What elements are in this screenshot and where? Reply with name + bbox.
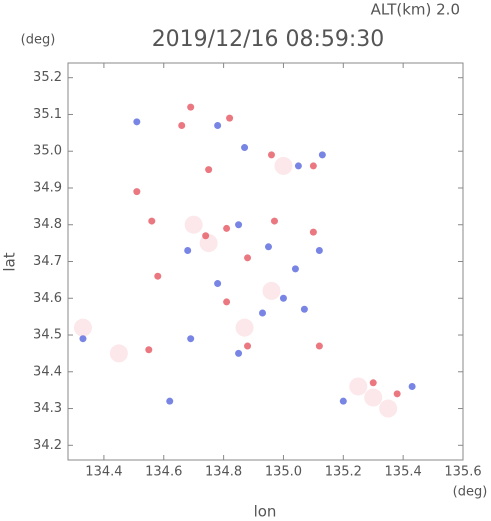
point: [408, 382, 416, 390]
point: [315, 246, 323, 254]
x-axis-label: lon: [254, 503, 277, 521]
point: [264, 243, 272, 251]
x-tick-label: 135.0: [265, 465, 302, 480]
point: [226, 114, 234, 122]
point: [214, 280, 222, 288]
x-tick-label: 134.8: [205, 465, 242, 480]
point: [202, 232, 210, 240]
point: [259, 309, 267, 317]
point: [133, 118, 141, 126]
point: [315, 342, 323, 350]
point: [294, 162, 302, 170]
y-unit: (deg): [21, 33, 56, 48]
point: [223, 298, 231, 306]
point: [178, 121, 186, 129]
point: [349, 377, 368, 396]
point: [364, 388, 383, 407]
point: [393, 390, 401, 398]
point: [205, 166, 213, 174]
x-unit: (deg): [453, 485, 488, 500]
y-tick-label: 34.7: [33, 254, 62, 269]
point: [184, 246, 192, 254]
point: [241, 144, 249, 152]
altitude-label: ALT(km) 2.0: [371, 1, 460, 19]
point: [154, 272, 162, 280]
y-axis-label: lat: [1, 252, 19, 271]
point: [235, 318, 254, 337]
point: [73, 318, 92, 337]
point: [339, 397, 347, 405]
point: [369, 379, 377, 387]
point: [267, 151, 275, 159]
point: [187, 335, 195, 343]
y-tick-label: 35.0: [33, 144, 62, 159]
y-tick-label: 34.3: [33, 401, 62, 416]
point: [184, 215, 203, 234]
y-tick-label: 35.1: [33, 107, 62, 122]
point: [223, 224, 231, 232]
x-tick-label: 134.6: [145, 465, 182, 480]
point: [291, 265, 299, 273]
point: [244, 342, 252, 350]
point: [274, 156, 293, 175]
point: [279, 294, 287, 302]
point: [318, 151, 326, 159]
point: [133, 188, 141, 196]
chart-title: 2019/12/16 08:59:30: [152, 27, 385, 52]
point: [148, 217, 156, 225]
point: [379, 399, 398, 418]
y-tick-label: 34.4: [33, 364, 62, 379]
x-tick-label: 134.4: [85, 465, 122, 480]
point: [244, 254, 252, 262]
point: [166, 397, 174, 405]
y-tick-label: 34.6: [33, 291, 62, 306]
point: [145, 346, 153, 354]
y-tick-label: 35.2: [33, 70, 62, 85]
plot-frame: [67, 62, 464, 461]
point: [109, 344, 128, 363]
x-tick-label: 135.2: [325, 465, 362, 480]
point: [270, 217, 278, 225]
point: [262, 281, 281, 300]
point: [79, 335, 87, 343]
point: [300, 305, 308, 313]
y-tick-label: 34.9: [33, 180, 62, 195]
point: [187, 103, 195, 111]
point: [214, 121, 222, 129]
point: [309, 162, 317, 170]
y-tick-label: 34.5: [33, 328, 62, 343]
y-tick-label: 34.8: [33, 217, 62, 232]
point: [235, 349, 243, 357]
point: [309, 228, 317, 236]
point: [235, 221, 243, 229]
x-tick-label: 135.4: [385, 465, 422, 480]
y-tick-label: 34.2: [33, 438, 62, 453]
x-tick-label: 135.6: [444, 465, 481, 480]
